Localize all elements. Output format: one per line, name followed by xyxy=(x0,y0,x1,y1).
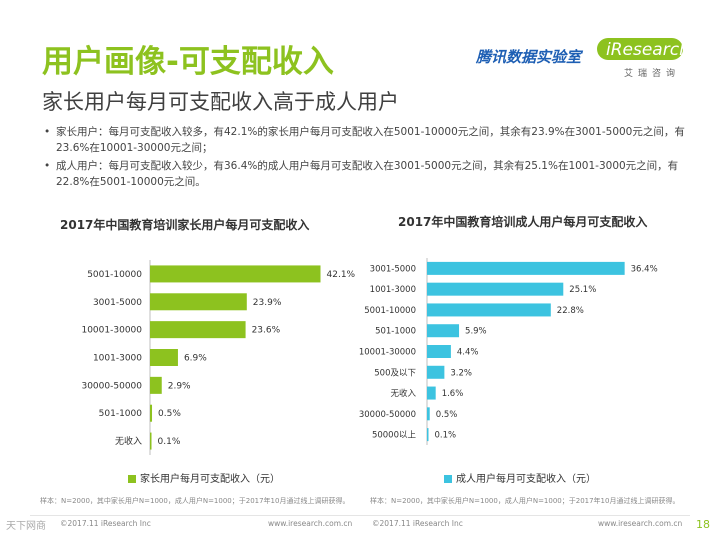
bar-0-2 xyxy=(150,321,246,339)
value-label: 0.1% xyxy=(435,431,457,441)
value-label: 42.1% xyxy=(327,270,356,280)
bar-1-4 xyxy=(427,345,451,358)
legend-swatch-green xyxy=(128,475,136,483)
bar-1-3 xyxy=(427,324,460,338)
bar-0-5 xyxy=(150,404,153,422)
category-label: 1001-3000 xyxy=(93,354,142,364)
category-label: 50000以上 xyxy=(372,431,417,441)
right-legend: 成人用户每月可支配收入（元） xyxy=(444,470,596,485)
category-label: 5001-10000 xyxy=(364,306,416,316)
value-label: 36.4% xyxy=(631,264,658,274)
footer-url-left[interactable]: www.iresearch.com.cn xyxy=(268,519,353,528)
category-label: 无收入 xyxy=(390,388,416,399)
left-sample-note: 样本：N=2000，其中家长用户N=1000，成人用户N=1000；于2017年… xyxy=(40,497,350,505)
value-label: 2.9% xyxy=(168,381,191,391)
bar-1-8 xyxy=(427,428,429,442)
value-label: 22.8% xyxy=(557,306,584,316)
bullet-parent: • 家长用户：每月可支配收入较多，有42.1%的家长用户每月可支配收入在5001… xyxy=(44,124,694,156)
category-label: 10001-30000 xyxy=(81,326,142,336)
category-label: 5001-10000 xyxy=(87,270,142,280)
bullet-adult: • 成人用户：每月可支配收入较少，有36.4%的成人用户每月可支配收入在3001… xyxy=(44,158,694,190)
category-label: 3001-5000 xyxy=(93,298,142,308)
bar-1-0 xyxy=(427,261,625,275)
left-legend-label: 家长用户每月可支配收入（元） xyxy=(140,474,280,485)
tencent-data-lab-logo: 腾讯数据实验室 xyxy=(476,48,582,66)
bar-1-1 xyxy=(427,282,564,296)
bar-0-6 xyxy=(150,432,152,450)
bar-0-3 xyxy=(150,349,178,366)
bar-1-2 xyxy=(427,303,551,317)
bullet-dot: • xyxy=(44,126,51,138)
category-label: 500及以下 xyxy=(374,368,416,378)
category-label: 30000-50000 xyxy=(81,381,142,391)
value-label: 3.2% xyxy=(450,368,472,378)
summary-bullets: • 家长用户：每月可支配收入较多，有42.1%的家长用户每月可支配收入在5001… xyxy=(44,124,694,192)
value-label: 23.9% xyxy=(253,298,282,308)
iresearch-logo-cn: 艾瑞咨询 xyxy=(624,69,681,79)
footer-url-right[interactable]: www.iresearch.com.cn xyxy=(598,519,683,528)
footer-divider xyxy=(30,515,690,516)
value-label: 1.6% xyxy=(442,389,464,399)
iresearch-logo-badge xyxy=(597,38,683,60)
value-label: 6.9% xyxy=(184,354,207,364)
bar-1-7 xyxy=(427,407,430,421)
value-label: 0.5% xyxy=(436,410,458,420)
category-label: 30000-50000 xyxy=(359,410,416,420)
iresearch-logo-text: iResearch xyxy=(606,40,690,60)
left-legend: 家长用户每月可支配收入（元） xyxy=(128,470,280,485)
bar-1-5 xyxy=(427,365,445,379)
bullet-parent-text: 家长用户：每月可支配收入较多，有42.1%的家长用户每月可支配收入在5001-1… xyxy=(56,126,685,154)
category-label: 501-1000 xyxy=(375,327,416,337)
value-label: 5.9% xyxy=(465,327,487,337)
value-label: 25.1% xyxy=(569,285,596,295)
category-label: 501-1000 xyxy=(99,409,143,419)
page-title: 用户画像-可支配收入 xyxy=(42,44,334,80)
bar-0-0 xyxy=(150,265,321,283)
legend-swatch-blue xyxy=(444,475,452,483)
watermark: 天下网商 xyxy=(6,521,46,532)
bar-0-1 xyxy=(150,293,247,311)
category-label: 10001-30000 xyxy=(359,348,416,358)
category-label: 1001-3000 xyxy=(370,285,416,295)
footer-copyright-left: ©2017.11 iResearch Inc xyxy=(60,519,151,528)
bullet-dot: • xyxy=(44,160,51,172)
category-label: 3001-5000 xyxy=(370,264,416,274)
left-chart-title: 2017年中国教育培训家长用户每月可支配收入 xyxy=(60,218,310,232)
page-number: 18 xyxy=(696,518,710,531)
right-chart-title: 2017年中国教育培训成人用户每月可支配收入 xyxy=(398,215,648,229)
value-label: 0.1% xyxy=(158,437,181,447)
bar-1-6 xyxy=(427,386,436,400)
value-label: 0.5% xyxy=(158,409,181,419)
value-label: 4.4% xyxy=(457,348,479,358)
page-subtitle: 家长用户每月可支配收入高于成人用户 xyxy=(42,90,399,114)
right-sample-note: 样本：N=2000，其中家长用户N=1000，成人用户N=1000；于2017年… xyxy=(370,497,680,505)
category-label: 无收入 xyxy=(115,435,142,447)
bullet-adult-text: 成人用户：每月可支配收入较少，有36.4%的成人用户每月可支配收入在3001-5… xyxy=(56,160,679,188)
bar-0-4 xyxy=(150,376,162,394)
value-label: 23.6% xyxy=(252,326,281,336)
right-legend-label: 成人用户每月可支配收入（元） xyxy=(456,474,596,485)
footer-copyright-right: ©2017.11 iResearch Inc xyxy=(372,519,463,528)
